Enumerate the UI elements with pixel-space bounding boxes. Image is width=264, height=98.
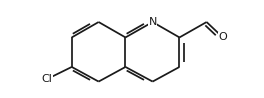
- Text: O: O: [219, 32, 227, 42]
- Text: N: N: [148, 17, 157, 27]
- Text: Cl: Cl: [42, 74, 53, 84]
